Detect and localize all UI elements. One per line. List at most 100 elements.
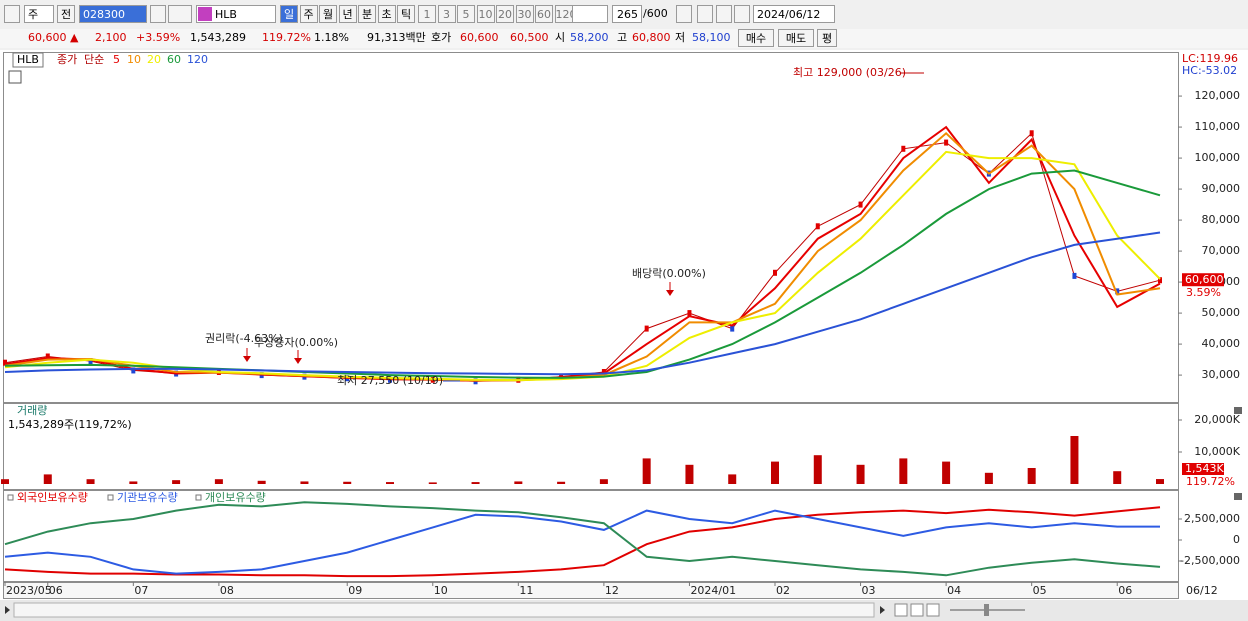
interval-button[interactable]: 10 (476, 5, 495, 23)
quote-volume-ratio: 119.72% (262, 31, 311, 44)
quote-high-label: 고 (617, 31, 628, 44)
quote-avg-button[interactable]: 평 (817, 29, 837, 47)
tool-icon[interactable] (676, 5, 692, 23)
legend-swatch (195, 494, 202, 501)
scroll-right[interactable] (880, 606, 885, 614)
legend-swatch (7, 494, 14, 501)
period-button[interactable]: 일 (280, 5, 298, 23)
period-button[interactable]: 주 (299, 5, 318, 23)
annotation: 최저 27,550 (10/19) (337, 374, 443, 387)
y-tick-label: 70,000 (1202, 244, 1241, 257)
x-tick-label: 2023/05 (6, 584, 52, 597)
count-input[interactable]: 265 (612, 5, 642, 23)
panel-close[interactable] (1234, 493, 1242, 500)
x-tick-label: 08 (220, 584, 234, 597)
tool-icon[interactable] (716, 5, 732, 23)
x-tick-label: 10 (434, 584, 448, 597)
volume-bar (942, 461, 951, 484)
scrollbar-track[interactable] (13, 602, 875, 618)
x-tick-label: 2024/01 (690, 584, 736, 597)
volume-bar (599, 479, 608, 484)
icon-button[interactable] (4, 5, 20, 23)
volume-bar (1156, 479, 1164, 484)
x-tick-label: 03 (862, 584, 876, 597)
date-input[interactable]: 2024/06/12 (753, 5, 835, 23)
volume-bar (1113, 471, 1122, 484)
toolbar-icon[interactable] (926, 603, 940, 617)
interval-button[interactable]: 3 (437, 5, 456, 23)
candle (1158, 277, 1162, 284)
y-tick-label: 100,000 (1195, 151, 1241, 164)
candle (944, 139, 949, 146)
y-tick-label: 0 (1233, 533, 1240, 546)
volume-panel-frame (3, 403, 1179, 490)
quote-sell-button[interactable]: 매도 (778, 29, 814, 47)
period-button[interactable]: 분 (358, 5, 376, 23)
period-button[interactable]: 월 (319, 5, 337, 23)
candle (1115, 288, 1120, 295)
name-input[interactable]: HLB (196, 5, 276, 23)
holdings-panel-frame (3, 490, 1179, 582)
panel-icon[interactable] (8, 70, 22, 84)
series-line (4, 506, 1161, 578)
candle (45, 353, 50, 360)
legend-entry: 개인보유수량 (205, 491, 266, 504)
interval-button[interactable]: 30 (515, 5, 534, 23)
volume-bar (813, 455, 822, 484)
quote-buy-button[interactable]: 매수 (738, 29, 774, 47)
event-marker (294, 358, 302, 364)
period-button[interactable]: 틱 (397, 5, 415, 23)
zoom-thumb[interactable] (984, 604, 989, 616)
last-volume-box (1182, 463, 1224, 475)
volume-bar (642, 458, 651, 484)
volume-bar (129, 481, 138, 484)
volume-bar (1027, 468, 1036, 484)
period-button[interactable]: 년 (338, 5, 357, 23)
legend-ma-type: 단순 (84, 53, 104, 66)
panel-close[interactable] (1234, 407, 1242, 414)
toolbar-icon[interactable] (910, 603, 924, 617)
y-tick-label: -2,500,000 (1180, 554, 1240, 567)
series-line (4, 509, 1160, 575)
scroll-left[interactable] (5, 606, 10, 614)
code-input[interactable]: 028300 (79, 5, 147, 23)
y-tick-label: 120,000 (1195, 89, 1241, 102)
volume-bar (300, 481, 309, 484)
stock-badge (198, 7, 212, 21)
interval-button[interactable]: 1 (418, 5, 436, 23)
candle (730, 325, 735, 332)
y-tick-label: 2,500,000 (1184, 512, 1240, 525)
tool-icon[interactable] (734, 5, 750, 23)
hc-label: HC:-53.02 (1182, 64, 1237, 77)
quote-bar: 60,600 ▲ 2,100 +3.59% 1,543,289 119.72% 1.18%… (0, 29, 1248, 48)
period-button[interactable]: 초 (377, 5, 396, 23)
volume-bar (685, 464, 694, 484)
x-tick-label: 02 (776, 584, 790, 597)
x-tick-label: 05 (1033, 584, 1047, 597)
sound-button[interactable] (168, 5, 192, 23)
volume-bar (856, 464, 865, 484)
prev-button[interactable]: 전 (57, 5, 75, 23)
search-button[interactable] (150, 5, 166, 23)
x-tick-label: 12 (605, 584, 619, 597)
volume-bar (257, 480, 266, 484)
volume-bar (1070, 436, 1079, 484)
panel-subtitle: 1,543,289주(119,72%) (8, 418, 132, 431)
tool-icon[interactable] (697, 5, 713, 23)
interval-button[interactable]: 20 (496, 5, 514, 23)
last-volume-label: 1,543K (1185, 462, 1224, 475)
volume-bar (514, 481, 523, 484)
interval-button[interactable]: 60 (535, 5, 553, 23)
x-tick-label: 04 (947, 584, 961, 597)
y-tick-label: 20,000K (1194, 413, 1240, 426)
interval-button[interactable]: 5 (457, 5, 475, 23)
chart-title: HLB (17, 53, 39, 66)
panel-title: 거래량 (17, 404, 47, 417)
interval-button[interactable]: 120 (554, 5, 577, 23)
interval-select[interactable] (572, 5, 608, 23)
quote-turnover: 1.18% (314, 31, 349, 44)
toolbar-icon[interactable] (894, 603, 908, 617)
quote-high: 60,800 (632, 31, 671, 44)
series-line (4, 501, 1161, 577)
period-unit-select[interactable]: 주 (24, 5, 54, 23)
